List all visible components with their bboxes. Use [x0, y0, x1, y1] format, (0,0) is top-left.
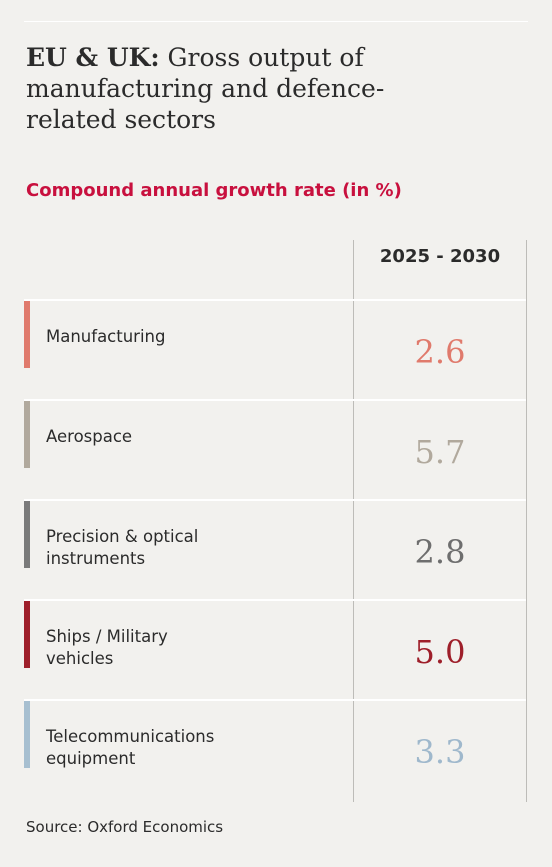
- infographic-card: [0, 22, 552, 867]
- table-row: Manufacturing 2.6: [0, 301, 552, 401]
- subtitle: Compound annual growth rate (in %): [26, 180, 402, 201]
- column-left-rule: [353, 240, 354, 802]
- row-color-bar: [24, 601, 30, 668]
- row-label-line2: Aerospace: [46, 427, 133, 446]
- row-value: 2.8: [414, 533, 466, 571]
- row-divider: [24, 499, 526, 501]
- row-label-line1: Telecommunications: [46, 727, 215, 746]
- row-value: 5.0: [414, 633, 466, 671]
- row-label-line1: Ships / Military: [46, 627, 168, 646]
- row-label: Manufacturing: [46, 326, 336, 348]
- row-value: 5.7: [414, 433, 466, 471]
- table-row: Ships / Military vehicles 5.0: [0, 601, 552, 701]
- row-label-line2: instruments: [46, 549, 146, 568]
- source-note: Source: Oxford Economics: [26, 818, 224, 836]
- row-divider: [24, 699, 526, 701]
- row-color-bar: [24, 301, 30, 368]
- row-label-line1: Precision & optical: [46, 527, 199, 546]
- row-value: 2.6: [414, 333, 466, 371]
- row-divider: [24, 299, 526, 301]
- row-value: 3.3: [414, 733, 466, 771]
- row-label: Aerospace: [46, 426, 336, 448]
- top-divider: [24, 21, 528, 22]
- title-bold: EU & UK:: [26, 43, 160, 72]
- title-rest: Gross output of manufacturing and defenc…: [26, 43, 385, 134]
- row-label-line2: Manufacturing: [46, 327, 166, 346]
- column-right-rule: [526, 240, 527, 802]
- row-color-bar: [24, 701, 30, 768]
- row-label: Telecommunications equipment: [46, 726, 336, 770]
- row-color-bar: [24, 501, 30, 568]
- row-label: Precision & optical instruments: [46, 526, 336, 570]
- row-label-line2: vehicles: [46, 649, 114, 668]
- row-divider: [24, 399, 526, 401]
- row-divider: [24, 599, 526, 601]
- column-header: 2025 - 2030: [379, 246, 501, 267]
- table-row: Telecommunications equipment 3.3: [0, 701, 552, 801]
- row-color-bar: [24, 401, 30, 468]
- row-label: Ships / Military vehicles: [46, 626, 336, 670]
- row-label-line2: equipment: [46, 749, 136, 768]
- page-title: EU & UK: Gross output of manufacturing a…: [26, 42, 406, 135]
- table-row: Precision & optical instruments 2.8: [0, 501, 552, 601]
- table-row: Aerospace 5.7: [0, 401, 552, 501]
